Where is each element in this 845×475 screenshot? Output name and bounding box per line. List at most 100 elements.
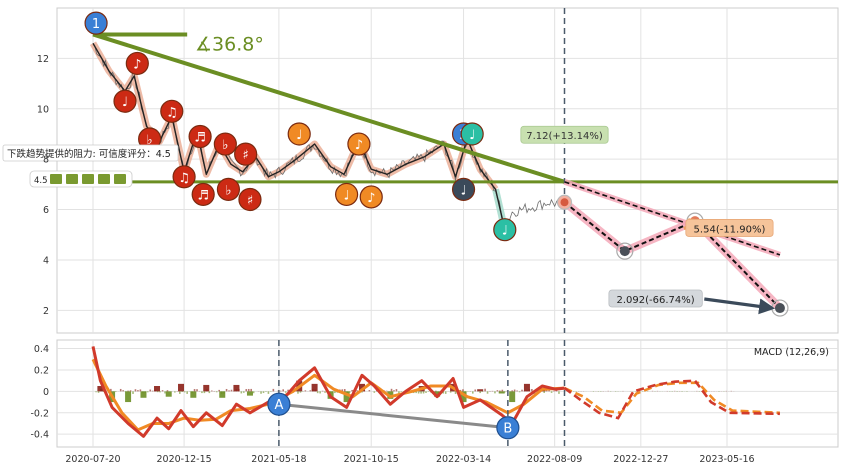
macd-histogram-tick (206, 389, 208, 391)
macd-histogram-tick (511, 390, 513, 391)
macd-histogram-tick (425, 391, 427, 393)
macd-y-tick-label: -0.2 (30, 408, 49, 419)
macd-histogram-bar (166, 391, 172, 396)
overlay-layer: MACD (12,26,9) (754, 347, 829, 358)
rating-star-icon (114, 174, 126, 184)
macd-histogram-tick (529, 389, 531, 391)
annotation-text: 7.12(+13.14%) (526, 131, 603, 142)
macd-histogram-bar (499, 391, 505, 393)
macd-histogram-tick (516, 391, 518, 392)
macd-histogram-tick (373, 391, 375, 392)
macd-projection-histogram-tick (731, 391, 732, 392)
macd-histogram-tick (216, 391, 218, 392)
resistance-note-text: 下跌趋势提供的阻力: 可信度评分：4.5 (7, 148, 171, 160)
macd-histogram-tick (157, 391, 159, 392)
wave-marker-symbol: ♭ (222, 138, 228, 153)
macd-histogram-tick (95, 391, 97, 392)
macd-histogram-tick (455, 391, 457, 394)
macd-histogram-tick (551, 391, 553, 393)
macd-histogram-tick (243, 391, 245, 392)
macd-histogram-tick (145, 391, 147, 392)
macd-histogram-tick (253, 391, 255, 393)
macd-histogram-tick (484, 389, 486, 392)
wave-marker-symbol: ♩ (502, 224, 508, 239)
macd-histogram-tick (201, 391, 203, 393)
macd-histogram-tick (211, 391, 213, 392)
macd-histogram-tick (263, 391, 265, 393)
macd-projection-histogram-tick (615, 391, 616, 392)
projection-start-dot (560, 198, 568, 206)
macd-histogram-tick (494, 391, 496, 393)
macd-plot-area (57, 340, 838, 447)
price-y-tick-label: 4 (43, 255, 49, 266)
macd-projection-histogram-tick (573, 391, 574, 392)
macd-histogram-tick (100, 389, 102, 391)
rating-value: 4.5 (34, 176, 48, 186)
price-y-tick-label: 10 (37, 104, 49, 115)
macd-histogram-tick (324, 391, 326, 392)
macd-histogram-tick (364, 391, 366, 392)
macd-histogram-tick (209, 391, 211, 393)
macd-y-tick-label: -0.4 (30, 430, 49, 441)
macd-histogram-tick (137, 390, 139, 391)
wave-marker-symbol: ♩ (460, 183, 466, 198)
macd-histogram-tick (142, 391, 144, 393)
macd-histogram-tick (543, 391, 545, 393)
macd-histogram-tick (135, 389, 137, 391)
macd-histogram-tick (132, 391, 134, 394)
price-y-tick-label: 6 (43, 205, 49, 216)
macd-histogram-tick (462, 389, 464, 391)
macd-histogram-tick (305, 390, 307, 391)
macd-projection-histogram-tick (699, 391, 700, 392)
macd-histogram-tick (184, 391, 186, 392)
macd-y-tick-label: 0.2 (34, 365, 49, 376)
macd-histogram-tick (273, 389, 275, 391)
macd-histogram-tick (174, 391, 176, 392)
macd-histogram-bar (477, 389, 483, 391)
macd-histogram-tick (391, 389, 393, 392)
macd-histogram-tick (191, 391, 193, 393)
macd-projection-histogram-tick (575, 391, 576, 392)
macd-projection-histogram-tick (676, 391, 677, 392)
macd-histogram-tick (314, 390, 316, 392)
macd-histogram-tick (154, 390, 156, 392)
x-tick-label: 2021-10-15 (344, 454, 399, 465)
macd-histogram-tick (186, 391, 188, 394)
x-tick-label: 2020-12-15 (156, 454, 211, 465)
divergence-marker-label: A (274, 398, 283, 413)
x-tick-label: 2022-03-14 (436, 454, 491, 465)
divergence-marker-label: B (503, 422, 512, 437)
macd-histogram-tick (418, 391, 420, 393)
macd-histogram-tick (280, 391, 282, 392)
macd-histogram-tick (204, 391, 206, 393)
macd-histogram-tick (245, 389, 247, 391)
x-tick-label: 2021-05-18 (251, 454, 306, 465)
macd-legend-label: MACD (12,26,9) (754, 347, 829, 358)
macd-histogram-tick (524, 391, 526, 392)
macd-histogram-tick (435, 391, 437, 392)
macd-histogram-tick (122, 390, 124, 391)
macd-histogram-tick (526, 391, 528, 392)
macd-histogram-tick (127, 391, 129, 392)
macd-histogram-tick (346, 391, 348, 392)
macd-histogram-tick (297, 391, 299, 393)
rating-star-icon (50, 174, 62, 184)
macd-histogram-tick (164, 391, 166, 393)
macd-histogram-tick (130, 390, 132, 391)
macd-projection-histogram-tick (598, 391, 599, 392)
macd-histogram-tick (309, 390, 311, 391)
macd-histogram-tick (149, 390, 151, 392)
macd-histogram-tick (369, 390, 371, 391)
wave-marker-symbol: ♩ (122, 95, 128, 110)
macd-histogram-tick (553, 391, 555, 392)
macd-projection-histogram-tick (681, 391, 682, 392)
macd-histogram-tick (332, 391, 334, 392)
macd-histogram-tick (423, 391, 425, 393)
macd-histogram-tick (226, 389, 228, 391)
macd-histogram-tick (450, 391, 452, 392)
macd-histogram-tick (319, 391, 321, 393)
macd-projection-histogram-tick (718, 391, 719, 392)
macd-histogram-tick (465, 391, 467, 392)
macd-histogram-tick (497, 390, 499, 391)
